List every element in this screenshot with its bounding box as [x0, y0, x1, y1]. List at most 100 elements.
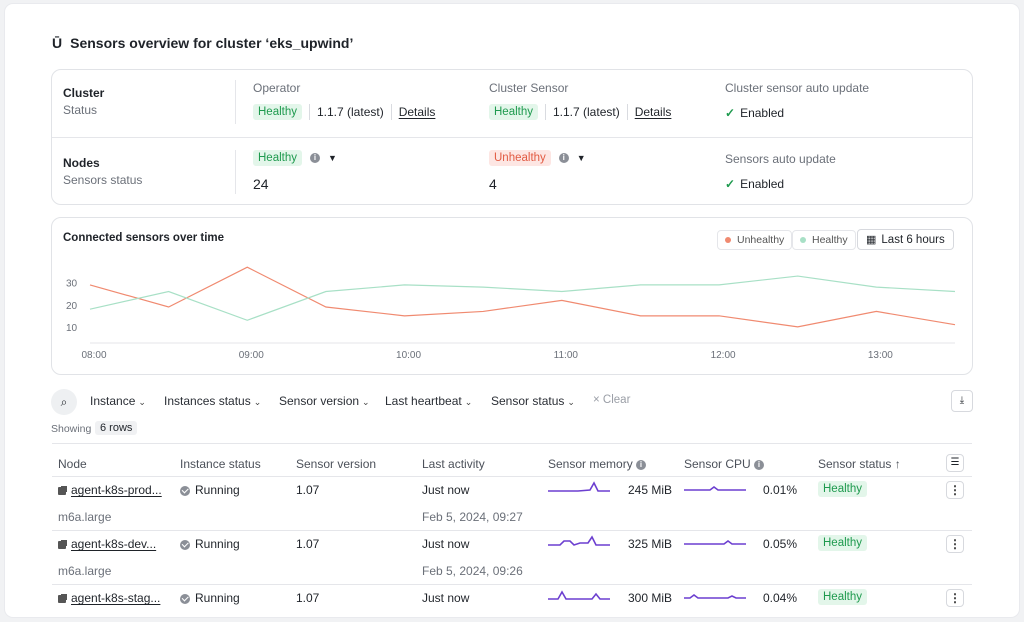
- cluster-auto-update-label: Cluster sensor auto update: [725, 81, 870, 95]
- filter-icon[interactable]: ▼: [328, 153, 337, 163]
- x-tick-label: 12:00: [711, 350, 736, 361]
- nodes-healthy-filter: Healthy i ▼: [253, 150, 337, 166]
- info-icon[interactable]: i: [558, 153, 569, 163]
- column-header[interactable]: Node: [58, 457, 87, 471]
- column-header[interactable]: Last activity: [422, 457, 485, 471]
- time-range-select[interactable]: ▦ Last 6 hours: [857, 229, 954, 250]
- close-icon: ×: [593, 394, 603, 406]
- sensor-memory-value: 245 MiB: [628, 483, 673, 497]
- y-tick-label: 10: [66, 323, 78, 334]
- last-activity-date: Feb 5, 2024, 09:26: [422, 564, 523, 578]
- cluster-label: Cluster: [63, 86, 105, 100]
- legend-unhealthy-label: Unhealthy: [737, 234, 785, 246]
- node-link[interactable]: agent-k8s-dev...: [71, 537, 157, 551]
- showing-label: Showing: [51, 423, 92, 435]
- nodes-unhealthy-filter: Unhealthy i ▼: [489, 150, 586, 166]
- chart-title: Connected sensors over time: [63, 232, 225, 244]
- sensor-version: 1.07: [296, 483, 320, 497]
- y-tick-label: 30: [66, 279, 78, 290]
- cluster-auto-update-text: Enabled: [740, 106, 785, 120]
- instance-status: Running: [180, 483, 240, 497]
- sensor-memory-value: 300 MiB: [628, 591, 673, 605]
- sensors-auto-update-label: Sensors auto update: [725, 152, 836, 166]
- sensor-cpu-value: 0.01%: [763, 483, 798, 497]
- legend-healthy-label: Healthy: [812, 234, 848, 246]
- time-range-label: Last 6 hours: [881, 233, 945, 246]
- node-cell[interactable]: agent-k8s-stag...: [58, 591, 160, 605]
- info-icon[interactable]: i: [636, 459, 647, 470]
- nodes-healthy-badge: Healthy: [253, 150, 302, 166]
- sensor-status-badge: Healthy: [818, 535, 867, 551]
- legend-dot-icon: [725, 237, 731, 243]
- column-header[interactable]: Sensor version: [296, 457, 376, 471]
- operator-details-link[interactable]: Details: [398, 105, 436, 119]
- page-title-text: Sensors overview for cluster ‘eks_upwind…: [70, 35, 354, 51]
- sensor-status-cell: Healthy: [818, 589, 867, 605]
- x-tick-label: 13:00: [868, 350, 893, 361]
- y-tick-label: 20: [66, 301, 78, 312]
- filter-dropdown[interactable]: Sensor version ⌄: [279, 394, 370, 408]
- operator-status-badge: Healthy: [253, 104, 302, 120]
- divider: [52, 476, 972, 477]
- row-menu-icon[interactable]: ⋮: [946, 481, 964, 499]
- column-header[interactable]: Sensor CPU i: [684, 457, 765, 471]
- divider: [235, 80, 236, 124]
- divider: [52, 443, 972, 444]
- chart-card: [51, 217, 973, 375]
- column-header[interactable]: Sensor memory i: [548, 457, 647, 471]
- filter-dropdown[interactable]: Instances status ⌄: [164, 394, 261, 408]
- nodes-healthy-count: 24: [253, 176, 269, 192]
- sensor-version: 1.07: [296, 591, 320, 605]
- filter-icon[interactable]: ▼: [576, 153, 586, 163]
- sensors-auto-update-text: Enabled: [740, 177, 785, 191]
- chevron-down-icon: ⌄: [567, 397, 575, 407]
- node-icon: [58, 594, 66, 603]
- chevron-down-icon: ⌄: [362, 397, 370, 407]
- node-link[interactable]: agent-k8s-stag...: [71, 591, 161, 605]
- chevron-down-icon: ⌄: [253, 397, 262, 407]
- filter-label: Sensor version: [279, 394, 360, 408]
- row-count-badge: 6 rows: [95, 421, 138, 435]
- check-icon: ✓: [725, 177, 736, 191]
- legend-unhealthy[interactable]: Unhealthy: [717, 230, 793, 250]
- sensors-auto-update-value: ✓ Enabled: [725, 177, 784, 191]
- column-settings-icon[interactable]: ☰: [946, 454, 964, 472]
- filter-dropdown[interactable]: Last heartbeat ⌄: [385, 394, 472, 408]
- legend-healthy[interactable]: Healthy: [792, 230, 856, 250]
- x-tick-label: 08:00: [81, 350, 106, 361]
- row-menu-icon[interactable]: ⋮: [946, 589, 964, 607]
- instance-status-text: Running: [195, 591, 240, 605]
- check-icon: ✓: [725, 106, 736, 120]
- clear-label: Clear: [602, 394, 631, 406]
- last-activity: Just now: [422, 537, 470, 551]
- sensor-cpu-value: 0.05%: [763, 537, 798, 551]
- node-cell[interactable]: agent-k8s-dev...: [58, 537, 156, 551]
- info-icon[interactable]: i: [754, 459, 765, 470]
- column-header[interactable]: Sensor status ↑: [818, 457, 901, 471]
- cluster-sensor-row: Healthy 1.1.7 (latest) Details: [489, 104, 671, 120]
- filter-dropdown[interactable]: Instance ⌄: [90, 394, 146, 408]
- x-tick-label: 11:00: [554, 350, 579, 361]
- search-icon[interactable]: ⌕: [51, 389, 77, 415]
- divider: [52, 584, 972, 585]
- node-icon: [58, 540, 66, 549]
- nodes-unhealthy-badge: Unhealthy: [489, 150, 551, 166]
- check-circle-icon: [180, 539, 190, 550]
- column-header-label: Sensor CPU: [684, 457, 751, 471]
- cluster-sensor-details-link[interactable]: Details: [634, 105, 672, 119]
- divider: [52, 530, 972, 531]
- column-header[interactable]: Instance status: [180, 457, 261, 471]
- download-icon[interactable]: ⤓: [951, 390, 973, 412]
- legend-dot-icon: [800, 237, 806, 243]
- info-icon[interactable]: i: [310, 153, 320, 163]
- x-tick-label: 10:00: [396, 350, 421, 361]
- node-link[interactable]: agent-k8s-prod...: [71, 483, 162, 497]
- filter-dropdown[interactable]: Sensor status ⌄: [491, 394, 575, 408]
- cpu-sparkline: [684, 486, 746, 491]
- cluster-auto-update-value: ✓ Enabled: [725, 106, 784, 120]
- cluster-sensor-version: 1.1.7 (latest): [553, 105, 620, 119]
- divider: [235, 150, 236, 194]
- row-menu-icon[interactable]: ⋮: [946, 535, 964, 553]
- node-cell[interactable]: agent-k8s-prod...: [58, 483, 162, 497]
- clear-filters-button[interactable]: × Clear: [593, 394, 630, 406]
